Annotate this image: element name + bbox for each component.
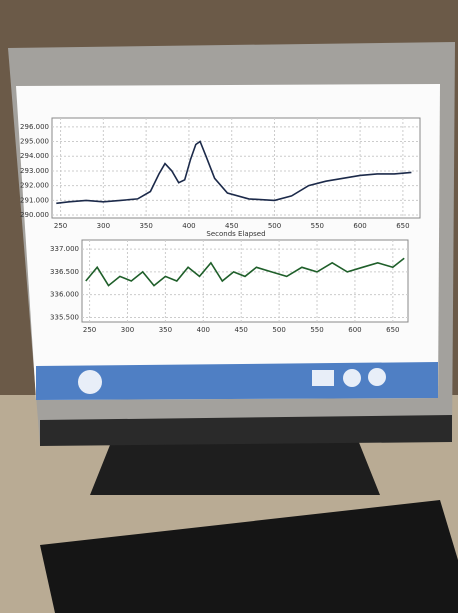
y-tick-label: 336.500 [50, 268, 79, 276]
x-tick-label: 600 [353, 222, 366, 230]
monitor-base-strip [40, 415, 452, 446]
y-tick-label: 296.000 [20, 123, 49, 131]
y-tick-label: 293.000 [20, 167, 49, 175]
y-tick-label: 337.000 [50, 245, 79, 253]
x-tick-label: 400 [197, 326, 210, 334]
y-tick-label: 290.000 [20, 211, 49, 219]
y-tick-label: 335.500 [50, 313, 79, 321]
x-tick-label: 450 [225, 222, 238, 230]
x-tick-label: 300 [121, 326, 134, 334]
toolbar-button[interactable] [343, 369, 361, 387]
plot-area [52, 118, 420, 218]
x-tick-label: 550 [310, 326, 323, 334]
toolbar-button[interactable] [368, 368, 386, 386]
x-tick-label: 250 [54, 222, 67, 230]
x-tick-label: 450 [235, 326, 248, 334]
y-tick-label: 294.000 [20, 152, 49, 160]
x-tick-label: 350 [139, 222, 152, 230]
x-tick-label: 300 [97, 222, 110, 230]
y-tick-label: 336.000 [50, 291, 79, 299]
y-tick-label: 292.000 [20, 182, 49, 190]
gauge-icon[interactable] [78, 370, 102, 394]
y-tick-label: 291.000 [20, 196, 49, 204]
toolbar-button[interactable] [312, 370, 334, 386]
x-tick-label: 500 [272, 326, 285, 334]
x-axis-label: Seconds Elapsed [206, 230, 265, 238]
x-tick-label: 650 [386, 326, 399, 334]
x-tick-label: 650 [396, 222, 409, 230]
x-tick-label: 500 [268, 222, 281, 230]
x-tick-label: 400 [182, 222, 195, 230]
x-tick-label: 350 [159, 326, 172, 334]
photo: 290.000 291.000 292.000 293.000 294.000 295.0… [0, 0, 458, 613]
x-tick-label: 600 [348, 326, 361, 334]
y-tick-label: 295.000 [20, 138, 49, 146]
x-tick-label: 250 [83, 326, 96, 334]
x-tick-label: 550 [311, 222, 324, 230]
